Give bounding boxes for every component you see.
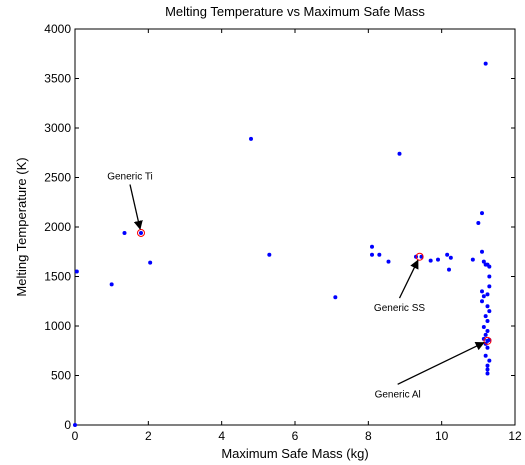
x-tick-label: 10 <box>435 429 449 443</box>
y-tick-label: 500 <box>51 369 71 383</box>
data-point <box>448 255 453 260</box>
data-point <box>487 284 492 289</box>
data-point <box>485 292 490 297</box>
y-tick-label: 1500 <box>44 270 71 284</box>
x-tick-label: 6 <box>292 429 299 443</box>
data-points <box>73 61 492 427</box>
data-point <box>74 269 79 274</box>
data-point <box>487 274 492 279</box>
data-point <box>476 221 481 226</box>
y-axis-label: Melting Temperature (K) <box>14 157 29 296</box>
plot-area <box>74 28 516 426</box>
y-tick-label: 2000 <box>44 220 71 234</box>
x-tick-labels: 0 2 4 6 8 10 12 <box>72 429 522 443</box>
data-point <box>483 353 488 358</box>
data-point <box>480 211 484 216</box>
data-point <box>480 299 484 304</box>
data-point <box>487 358 492 363</box>
y-tick-label: 4000 <box>44 22 71 36</box>
y-tick-labels: 0 500 1000 1500 2000 2500 3000 3500 4000 <box>44 22 71 432</box>
y-tick-label: 2500 <box>44 171 71 185</box>
data-point <box>485 328 490 333</box>
data-point <box>483 314 488 319</box>
data-point <box>485 338 490 343</box>
data-point <box>485 367 490 372</box>
data-point <box>419 254 424 259</box>
annotation-label: Generic SS <box>374 303 425 314</box>
data-point <box>480 249 484 254</box>
data-point <box>481 294 486 299</box>
data-point <box>485 363 490 368</box>
y-tick-label: 3500 <box>44 72 71 86</box>
annotation-arrow <box>398 259 419 299</box>
chart-title: Melting Temperature vs Maximum Safe Mass <box>165 4 425 19</box>
data-point <box>267 252 272 257</box>
data-point <box>109 282 114 287</box>
data-point <box>487 309 492 314</box>
data-point <box>447 267 451 272</box>
data-point <box>377 252 382 257</box>
y-tick-label: 3000 <box>44 121 71 135</box>
annotation-arrow <box>397 342 485 385</box>
data-point <box>397 151 402 156</box>
data-point <box>333 295 338 300</box>
x-tick-label: 8 <box>365 429 372 443</box>
data-point <box>485 319 490 324</box>
axis-ticks <box>74 28 516 426</box>
data-point <box>487 264 492 269</box>
data-point <box>485 304 490 309</box>
data-point <box>370 244 374 249</box>
annotation-label: Generic Ti <box>107 171 153 182</box>
data-point <box>481 324 486 329</box>
data-point <box>386 259 391 264</box>
highlight-marker <box>415 252 424 261</box>
annotation-arrow <box>129 184 143 230</box>
x-tick-label: 4 <box>218 429 225 443</box>
data-point <box>436 257 440 262</box>
x-tick-label: 2 <box>145 429 152 443</box>
data-point <box>445 252 450 257</box>
data-point <box>370 252 374 257</box>
data-point <box>139 230 143 235</box>
data-point <box>483 332 488 337</box>
data-point <box>470 257 475 262</box>
x-tick-label: 12 <box>508 429 522 443</box>
data-point <box>481 259 486 264</box>
data-point <box>73 423 77 427</box>
data-point <box>428 258 433 263</box>
data-point <box>485 371 490 376</box>
x-tick-label: 0 <box>72 429 79 443</box>
annotation-label: Generic Al <box>375 389 421 400</box>
data-point <box>122 230 127 235</box>
y-tick-label: 1000 <box>44 319 71 333</box>
y-tick-label: 0 <box>64 418 71 432</box>
data-point <box>483 61 488 66</box>
data-point <box>480 289 484 294</box>
x-axis-label: Maximum Safe Mass (kg) <box>221 446 368 461</box>
data-point <box>148 260 153 265</box>
data-point <box>485 345 490 350</box>
highlight-marker <box>483 336 492 345</box>
annotations: Generic Ti Generic SS Generic Al <box>107 171 492 400</box>
data-point <box>249 136 253 141</box>
